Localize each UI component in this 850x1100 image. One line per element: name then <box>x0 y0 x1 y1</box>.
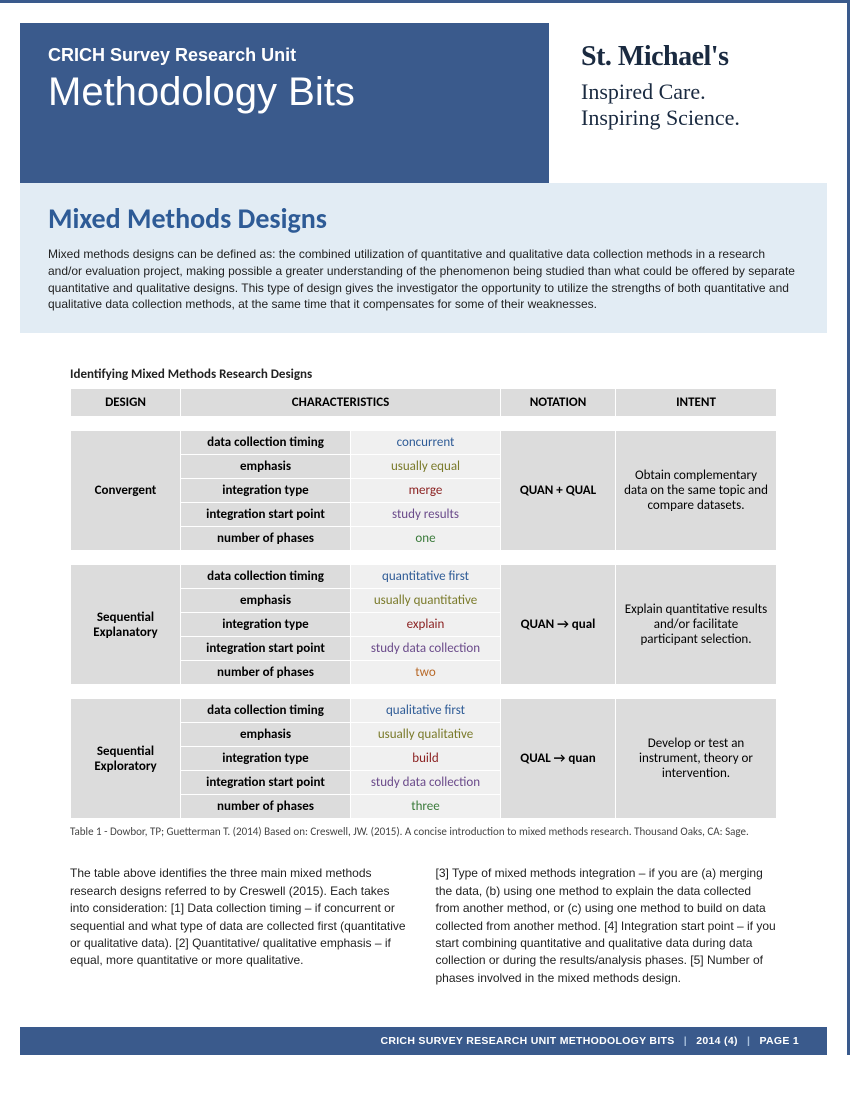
cell-char-label: integration type <box>181 747 351 771</box>
table-caption: Identifying Mixed Methods Research Desig… <box>70 367 777 382</box>
table-row: Sequential Explanatorydata collection ti… <box>71 565 777 589</box>
cell-intent: Explain quantitative results and/or faci… <box>616 565 777 685</box>
header-subtitle: CRICH Survey Research Unit <box>48 45 521 66</box>
body-columns: The table above identifies the three mai… <box>70 865 777 987</box>
cell-char-label: data collection timing <box>181 699 351 723</box>
cell-char-label: emphasis <box>181 455 351 479</box>
footer-issue: 2014 (4) <box>696 1035 738 1047</box>
table-row: Sequential Exploratorydata collection ti… <box>71 699 777 723</box>
cell-char-value: usually equal <box>351 455 501 479</box>
footer-sep-2: | <box>747 1035 750 1047</box>
cell-char-value: usually qualitative <box>351 723 501 747</box>
cell-design-name: Convergent <box>71 431 181 551</box>
cell-char-label: number of phases <box>181 795 351 819</box>
design-table: DESIGN CHARACTERISTICS NOTATION INTENT C… <box>70 388 777 819</box>
cell-char-value: two <box>351 661 501 685</box>
cell-notation: QUAL → quan <box>501 699 616 819</box>
cell-design-name: Sequential Exploratory <box>71 699 181 819</box>
cell-char-label: integration start point <box>181 771 351 795</box>
cell-char-label: integration start point <box>181 637 351 661</box>
cell-char-value: build <box>351 747 501 771</box>
header-title: Methodology Bits <box>48 70 521 115</box>
cell-intent: Obtain complementary data on the same to… <box>616 431 777 551</box>
header-left: CRICH Survey Research Unit Methodology B… <box>20 23 549 183</box>
table-row: Convergentdata collection timingconcurre… <box>71 431 777 455</box>
logo-name: St. Michael's <box>581 41 809 73</box>
logo-tagline: Inspired Care. Inspiring Science. <box>581 79 809 132</box>
section-head: Mixed Methods Designs Mixed methods desi… <box>20 183 827 333</box>
cell-char-value: usually quantitative <box>351 589 501 613</box>
cell-char-label: emphasis <box>181 723 351 747</box>
body-col-1: The table above identifies the three mai… <box>70 865 412 987</box>
header: CRICH Survey Research Unit Methodology B… <box>20 23 827 183</box>
th-characteristics: CHARACTERISTICS <box>181 389 501 417</box>
th-notation: NOTATION <box>501 389 616 417</box>
footer-sep-1: | <box>684 1035 687 1047</box>
cell-char-value: explain <box>351 613 501 637</box>
cell-notation: QUAN → qual <box>501 565 616 685</box>
cell-notation: QUAN + QUAL <box>501 431 616 551</box>
cell-design-name: Sequential Explanatory <box>71 565 181 685</box>
cell-char-value: study data collection <box>351 637 501 661</box>
table-source: Table 1 - Dowbor, TP; Guetterman T. (201… <box>70 825 777 839</box>
content: Identifying Mixed Methods Research Desig… <box>20 333 827 987</box>
header-logo-block: St. Michael's Inspired Care. Inspiring S… <box>549 23 827 183</box>
cell-char-value: study data collection <box>351 771 501 795</box>
section-title: Mixed Methods Designs <box>48 201 799 236</box>
table-spacer-row <box>71 551 777 565</box>
cell-char-label: data collection timing <box>181 565 351 589</box>
cell-char-value: concurrent <box>351 431 501 455</box>
cell-char-value: quantitative first <box>351 565 501 589</box>
page: CRICH Survey Research Unit Methodology B… <box>0 0 850 1055</box>
table-spacer-row <box>71 685 777 699</box>
cell-char-value: qualitative first <box>351 699 501 723</box>
cell-char-label: emphasis <box>181 589 351 613</box>
cell-char-value: one <box>351 527 501 551</box>
cell-char-value: merge <box>351 479 501 503</box>
cell-intent: Develop or test an instrument, theory or… <box>616 699 777 819</box>
table-spacer-row <box>71 417 777 431</box>
th-intent: INTENT <box>616 389 777 417</box>
cell-char-label: integration start point <box>181 503 351 527</box>
cell-char-label: integration type <box>181 479 351 503</box>
section-description: Mixed methods designs can be defined as:… <box>48 246 799 313</box>
cell-char-label: integration type <box>181 613 351 637</box>
footer-page: PAGE 1 <box>759 1035 799 1047</box>
logo-tagline-2: Inspiring Science. <box>581 105 740 130</box>
cell-char-label: data collection timing <box>181 431 351 455</box>
body-col-2: [3] Type of mixed methods integration – … <box>436 865 778 987</box>
table-header-row: DESIGN CHARACTERISTICS NOTATION INTENT <box>71 389 777 417</box>
footer: CRICH SURVEY RESEARCH UNIT METHODOLOGY B… <box>20 1027 827 1055</box>
th-design: DESIGN <box>71 389 181 417</box>
logo-tagline-1: Inspired Care. <box>581 79 706 104</box>
cell-char-value: study results <box>351 503 501 527</box>
cell-char-label: number of phases <box>181 661 351 685</box>
cell-char-label: number of phases <box>181 527 351 551</box>
footer-text: CRICH SURVEY RESEARCH UNIT METHODOLOGY B… <box>380 1035 674 1047</box>
cell-char-value: three <box>351 795 501 819</box>
